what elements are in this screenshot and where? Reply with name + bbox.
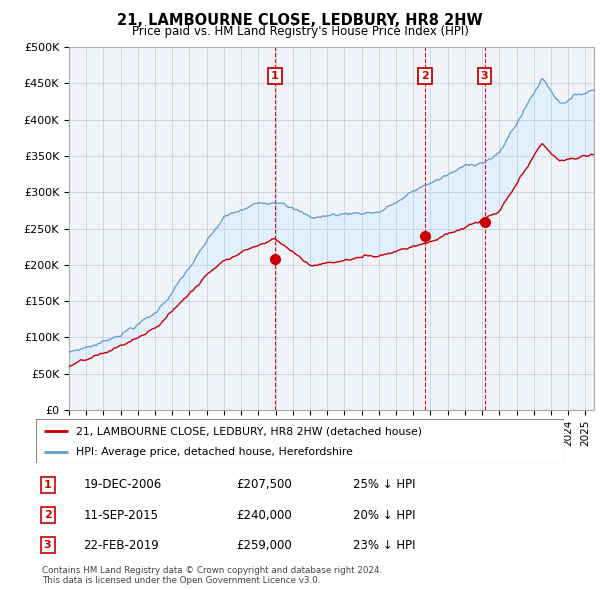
Text: This data is licensed under the Open Government Licence v3.0.: This data is licensed under the Open Gov…	[42, 576, 320, 585]
Text: £207,500: £207,500	[236, 478, 292, 491]
Text: 2: 2	[44, 510, 52, 520]
Text: 3: 3	[481, 71, 488, 81]
Text: 25% ↓ HPI: 25% ↓ HPI	[353, 478, 415, 491]
Text: Contains HM Land Registry data © Crown copyright and database right 2024.: Contains HM Land Registry data © Crown c…	[42, 566, 382, 575]
Text: 22-FEB-2019: 22-FEB-2019	[83, 539, 159, 552]
Text: 21, LAMBOURNE CLOSE, LEDBURY, HR8 2HW (detached house): 21, LAMBOURNE CLOSE, LEDBURY, HR8 2HW (d…	[76, 427, 422, 436]
Text: 1: 1	[271, 71, 279, 81]
Text: 20% ↓ HPI: 20% ↓ HPI	[353, 509, 415, 522]
Text: 3: 3	[44, 540, 52, 550]
Text: 23% ↓ HPI: 23% ↓ HPI	[353, 539, 415, 552]
Text: HPI: Average price, detached house, Herefordshire: HPI: Average price, detached house, Here…	[76, 447, 352, 457]
Text: Price paid vs. HM Land Registry's House Price Index (HPI): Price paid vs. HM Land Registry's House …	[131, 25, 469, 38]
Text: 11-SEP-2015: 11-SEP-2015	[83, 509, 158, 522]
Text: 1: 1	[44, 480, 52, 490]
Text: £259,000: £259,000	[236, 539, 292, 552]
Text: £240,000: £240,000	[236, 509, 292, 522]
Text: 2: 2	[421, 71, 429, 81]
Text: 19-DEC-2006: 19-DEC-2006	[83, 478, 162, 491]
Text: 21, LAMBOURNE CLOSE, LEDBURY, HR8 2HW: 21, LAMBOURNE CLOSE, LEDBURY, HR8 2HW	[117, 13, 483, 28]
FancyBboxPatch shape	[36, 419, 564, 463]
